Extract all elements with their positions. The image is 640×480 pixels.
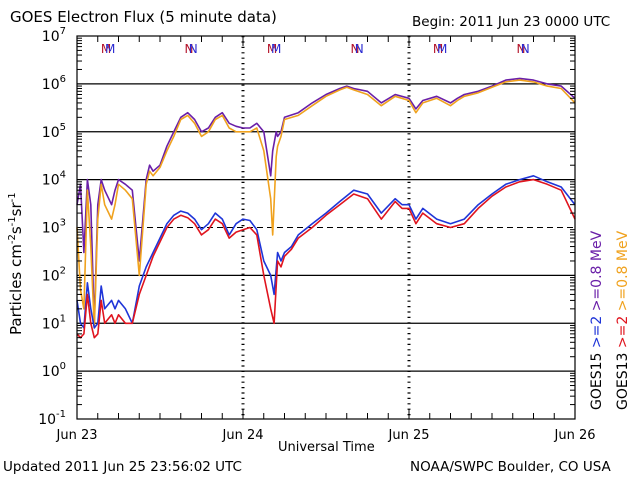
plot-frame [76, 35, 576, 420]
series-line [76, 175, 576, 329]
updated-time: Updated 2011 Jun 25 23:56:02 UTC [3, 459, 242, 475]
x-tick-label: Jun 23 [56, 428, 98, 443]
satellite-marker: N [355, 42, 364, 56]
series-line [76, 79, 576, 329]
x-tick-label: Jun 24 [222, 428, 264, 443]
series-line [76, 178, 576, 339]
satellite-marker: M [267, 42, 277, 56]
y-tick-label: 103 [42, 218, 66, 237]
y-tick-label: 101 [42, 313, 66, 332]
satellite-marker: N [517, 42, 526, 56]
satellite-marker: N [189, 42, 198, 56]
legend-label: GOES15 >=2 >=0.8 MeV [589, 230, 605, 410]
marker-layer: MM NN MM NN MM NN [101, 42, 530, 56]
satellite-marker: M [437, 42, 447, 56]
satellite-marker: M [105, 42, 115, 56]
x-tick-label: Jun 25 [388, 428, 430, 443]
x-axis-label: Universal Time [278, 440, 375, 455]
series-line [76, 77, 576, 325]
grid-layer [77, 36, 575, 419]
satellite-marker: M [101, 42, 111, 56]
y-tick-label: 105 [42, 122, 66, 141]
label-layer: 10-1 100 101 102 103 104 105 106 107 Jun 23 Jun 24… [7, 26, 631, 443]
x-tick-label: Jun 26 [554, 428, 596, 443]
credit-label: NOAA/SWPC Boulder, CO USA [410, 459, 611, 475]
y-tick-label: 106 [42, 74, 66, 93]
chart-title: GOES Electron Flux (5 minute data) [10, 8, 277, 26]
y-tick-label: 100 [42, 361, 66, 380]
y-tick-label: 10-1 [38, 409, 66, 428]
y-tick-label: 102 [42, 265, 66, 284]
series-layer [76, 77, 576, 339]
satellite-marker: M [433, 42, 443, 56]
satellite-marker: N [521, 42, 530, 56]
y-axis-label: Particles cm-2s-1sr-1 [7, 192, 25, 335]
axis-layer [76, 35, 576, 420]
y-tick-label: 107 [42, 26, 66, 45]
legend-label: GOES13 >=2 >=0.8 MeV [615, 230, 631, 410]
y-tick-label: 104 [42, 170, 66, 189]
satellite-marker: N [351, 42, 360, 56]
satellite-marker: N [185, 42, 194, 56]
begin-time: Begin: 2011 Jun 23 0000 UTC [412, 14, 611, 30]
satellite-marker: M [271, 42, 281, 56]
